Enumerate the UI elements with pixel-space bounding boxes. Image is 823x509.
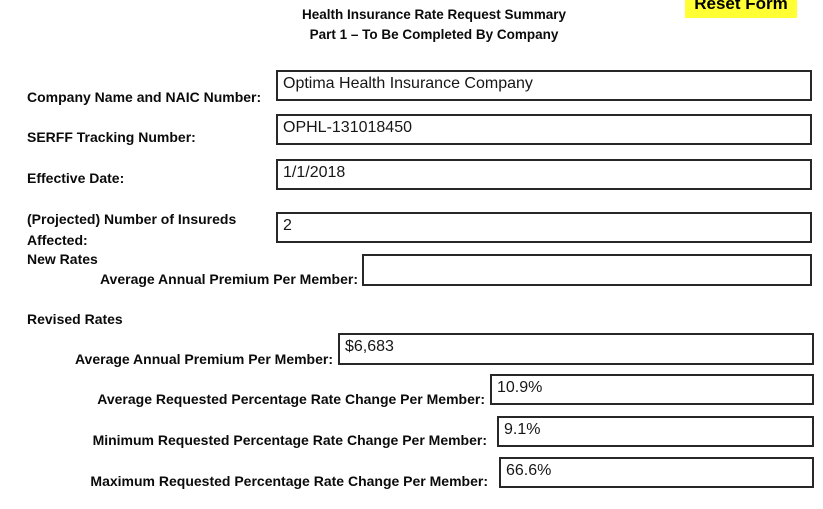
insureds-affected-label: (Projected) Number of Insureds Affected: (27, 211, 237, 248)
effective-date-input[interactable] (276, 159, 812, 190)
revised-avg-premium-label: Average Annual Premium Per Member: (74, 351, 333, 367)
avg-rate-change-label: Average Requested Percentage Rate Change… (97, 391, 485, 407)
min-rate-change-input[interactable] (497, 416, 814, 447)
revised-rates-heading: Revised Rates (27, 311, 123, 327)
page-title: Health Insurance Rate Request Summary (301, 7, 567, 22)
new-avg-premium-label: Average Annual Premium Per Member: (99, 271, 358, 287)
serff-tracking-input[interactable] (276, 114, 812, 145)
company-name-label: Company Name and NAIC Number: (27, 89, 262, 105)
max-rate-change-label: Maximum Requested Percentage Rate Change… (90, 473, 488, 489)
max-rate-change-input[interactable] (499, 457, 814, 488)
min-rate-change-label: Minimum Requested Percentage Rate Change… (92, 432, 487, 448)
new-rates-heading: New Rates (27, 251, 98, 267)
company-name-input[interactable] (276, 70, 812, 101)
revised-avg-premium-input[interactable] (338, 333, 814, 365)
page-subtitle: Part 1 – To Be Completed By Company (309, 27, 559, 42)
insureds-affected-input[interactable] (276, 212, 812, 243)
avg-rate-change-input[interactable] (490, 374, 814, 405)
reset-form-button[interactable]: Reset Form (685, 0, 797, 18)
new-avg-premium-input[interactable] (362, 254, 812, 286)
serff-tracking-label: SERFF Tracking Number: (27, 129, 196, 145)
effective-date-label: Effective Date: (27, 170, 125, 186)
